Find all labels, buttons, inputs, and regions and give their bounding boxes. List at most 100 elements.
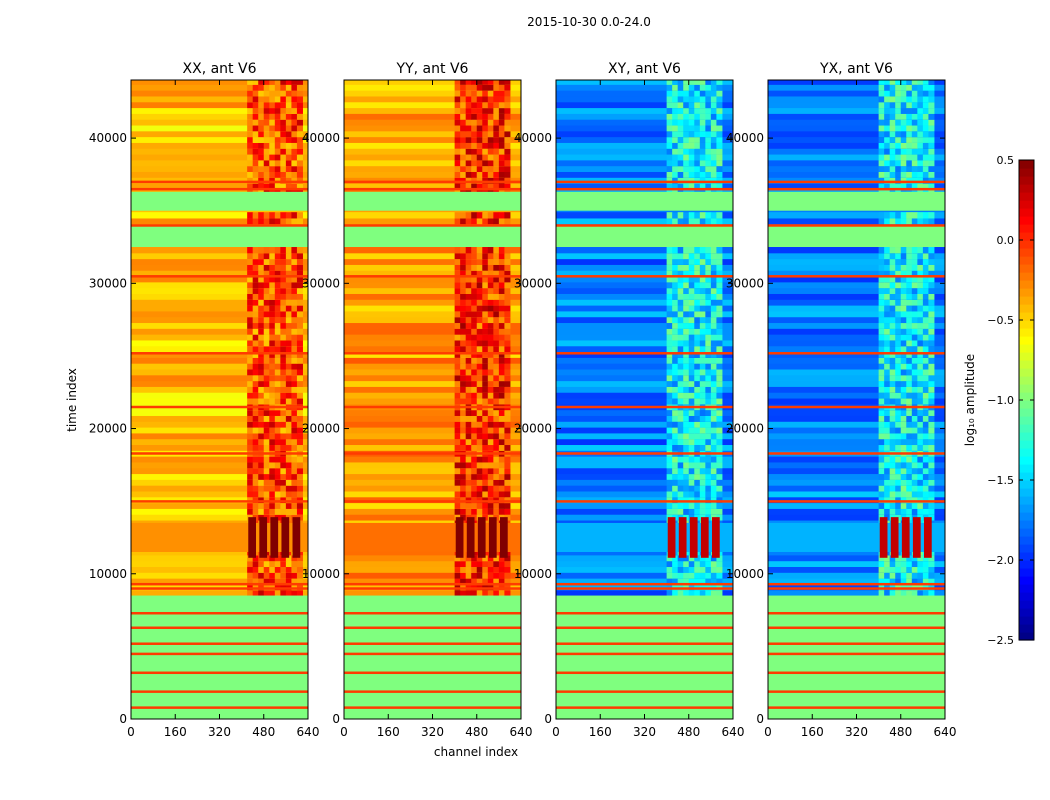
noisy-cell <box>471 322 478 329</box>
noisy-cell <box>498 572 505 579</box>
time-strip <box>131 305 308 312</box>
noisy-cell <box>504 264 511 271</box>
noisy-cell <box>285 490 292 498</box>
colorbar-segment <box>1019 552 1034 561</box>
noisy-cell <box>683 80 690 85</box>
noisy-cell <box>498 252 505 260</box>
noisy-cell <box>900 583 907 591</box>
noisy-cell <box>258 165 265 172</box>
time-strip <box>131 322 308 329</box>
uniform-band <box>556 225 733 248</box>
uniform-band <box>556 595 733 719</box>
noisy-cell <box>482 305 489 312</box>
noisy-cell <box>285 444 292 451</box>
noisy-cell <box>884 125 891 132</box>
x-tick-label: 160 <box>801 725 824 739</box>
noisy-cell <box>688 264 695 271</box>
noisy-cell <box>291 90 298 97</box>
noisy-cell <box>493 276 500 283</box>
noisy-cell <box>465 374 472 382</box>
noisy-cell <box>247 427 254 434</box>
noisy-cell <box>878 281 885 289</box>
noisy-cell <box>666 287 673 294</box>
time-strip <box>344 409 521 416</box>
noisy-cell <box>705 281 712 289</box>
noisy-cell <box>460 345 467 353</box>
noisy-cell <box>247 281 254 289</box>
noisy-cell <box>889 287 896 294</box>
noisy-cell <box>716 369 723 376</box>
noisy-cell <box>247 386 254 393</box>
noisy-cell <box>889 130 896 138</box>
noisy-cell <box>666 136 673 143</box>
noisy-cell <box>285 508 292 515</box>
noisy-cell <box>247 125 254 132</box>
noisy-cell <box>274 508 281 515</box>
flagged-row <box>131 187 308 191</box>
noisy-cell <box>493 508 500 515</box>
noisy-cell <box>906 136 913 143</box>
noisy-cell <box>906 80 913 85</box>
noisy-cell <box>504 281 511 289</box>
noisy-cell <box>917 421 924 428</box>
noisy-cell <box>263 409 270 416</box>
noisy-cell <box>705 113 712 120</box>
noisy-cell <box>672 119 679 126</box>
noisy-cell <box>296 287 303 294</box>
noisy-cell <box>666 252 673 260</box>
noisy-cell <box>498 485 505 492</box>
time-strip <box>768 386 945 393</box>
noisy-cell <box>666 432 673 440</box>
noisy-cell <box>274 159 281 167</box>
noisy-cell <box>498 183 505 190</box>
noisy-cell <box>716 432 723 440</box>
noisy-cell <box>258 148 265 155</box>
noisy-cell <box>296 374 303 382</box>
noisy-cell <box>258 392 265 399</box>
noisy-cell <box>487 287 494 294</box>
noisy-cell <box>285 119 292 126</box>
noisy-cell <box>460 305 467 312</box>
noisy-cell <box>482 380 489 387</box>
noisy-cell <box>285 264 292 271</box>
time-strip <box>344 287 521 294</box>
noisy-cell <box>699 136 706 143</box>
noisy-cell <box>710 119 717 126</box>
noisy-cell <box>465 578 472 585</box>
noisy-cell <box>705 154 712 161</box>
noisy-cell <box>884 305 891 312</box>
noisy-cell <box>922 293 929 300</box>
noisy-cell <box>906 148 913 155</box>
flagged-row <box>344 642 521 645</box>
noisy-cell <box>258 479 265 486</box>
noisy-cell <box>672 351 679 358</box>
noisy-cell <box>884 339 891 347</box>
noisy-cell <box>716 183 723 190</box>
uniform-band <box>768 191 945 211</box>
noisy-cell <box>465 427 472 434</box>
noisy-cell <box>878 130 885 138</box>
time-strip <box>768 154 945 161</box>
noisy-cell <box>454 415 461 422</box>
noisy-cell <box>247 461 254 469</box>
noisy-cell <box>922 421 929 428</box>
noisy-cell <box>296 572 303 579</box>
noisy-cell <box>716 485 723 492</box>
noisy-cell <box>884 432 891 440</box>
noisy-cell <box>504 345 511 353</box>
noisy-cell <box>291 142 298 149</box>
time-strip <box>768 380 945 387</box>
noisy-cell <box>895 502 902 509</box>
noisy-cell <box>487 485 494 492</box>
noisy-cell <box>296 125 303 132</box>
noisy-cell <box>465 589 472 597</box>
noisy-cell <box>900 421 907 428</box>
noisy-cell <box>482 293 489 300</box>
time-strip <box>556 142 733 149</box>
time-strip <box>344 84 521 91</box>
noisy-cell <box>716 502 723 509</box>
strong-band-cell <box>466 517 475 558</box>
noisy-cell <box>716 322 723 329</box>
noisy-cell <box>291 217 298 225</box>
noisy-cell <box>884 473 891 480</box>
